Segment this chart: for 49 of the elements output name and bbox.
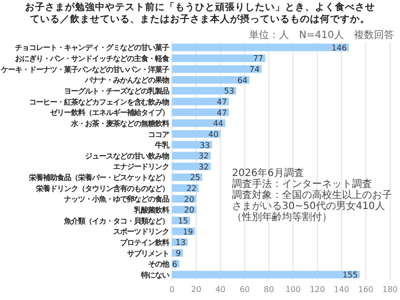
bar <box>172 44 349 52</box>
x-tick-label: 0 <box>169 285 175 294</box>
chart-title: お子さまが勉強中やテスト前に「もうひと頑張りしたい」とき、よく食べさせている／飲ませている、またはお子さま本人が摂っているものは何ですか。 <box>24 2 376 26</box>
bar <box>172 65 262 73</box>
bar <box>172 86 236 94</box>
data-label: 47 <box>216 108 227 118</box>
x-tick-label: 100 <box>285 285 301 294</box>
bar <box>172 119 226 127</box>
bar <box>172 54 266 62</box>
data-label: 74 <box>249 65 260 74</box>
x-tick-label: 80 <box>264 285 274 294</box>
data-label: 44 <box>213 119 224 128</box>
data-label: 19 <box>182 227 194 236</box>
data-label: 6 <box>172 260 178 269</box>
bar <box>172 98 229 106</box>
data-label: 155 <box>342 270 358 280</box>
data-label: 15 <box>178 216 188 226</box>
x-tick-label: 20 <box>191 285 202 294</box>
data-label: 9 <box>176 248 181 258</box>
x-tick-label: 160 <box>358 285 374 294</box>
bar <box>172 130 220 138</box>
data-label: 64 <box>237 76 248 85</box>
data-label: 20 <box>184 206 194 215</box>
bar <box>172 152 211 160</box>
data-label: 53 <box>224 86 234 96</box>
data-label: 33 <box>200 140 210 150</box>
data-label: 13 <box>176 238 186 248</box>
annotation: 2026年6月調査 <box>232 168 305 179</box>
x-tick-label: 40 <box>215 285 226 294</box>
data-label: 25 <box>190 173 200 182</box>
bar <box>172 270 360 278</box>
data-label: 32 <box>198 152 209 161</box>
data-label: 32 <box>198 162 209 172</box>
data-label: 47 <box>216 98 227 106</box>
annotation: 調査手法：インターネット調査 <box>232 179 373 190</box>
x-tick-label: 180 <box>382 285 398 294</box>
data-label: 40 <box>208 130 218 139</box>
data-label: 20 <box>184 194 194 204</box>
x-tick-label: 120 <box>310 285 325 294</box>
x-tick-label: 60 <box>240 285 250 294</box>
annotation: 調査対象：全国の高校生以上のお子さまがいる30~50代の男女410人（性別年齢均等割付） <box>232 190 393 223</box>
bar <box>172 162 211 170</box>
data-label: 22 <box>186 184 197 194</box>
bar <box>172 76 250 84</box>
x-tick-label: 140 <box>334 285 350 294</box>
chart-subtitle: 単位：人 N=410人 複数回答 <box>249 29 394 41</box>
data-label: 146 <box>332 43 347 52</box>
data-label: 77 <box>253 54 264 64</box>
bar <box>172 108 229 116</box>
